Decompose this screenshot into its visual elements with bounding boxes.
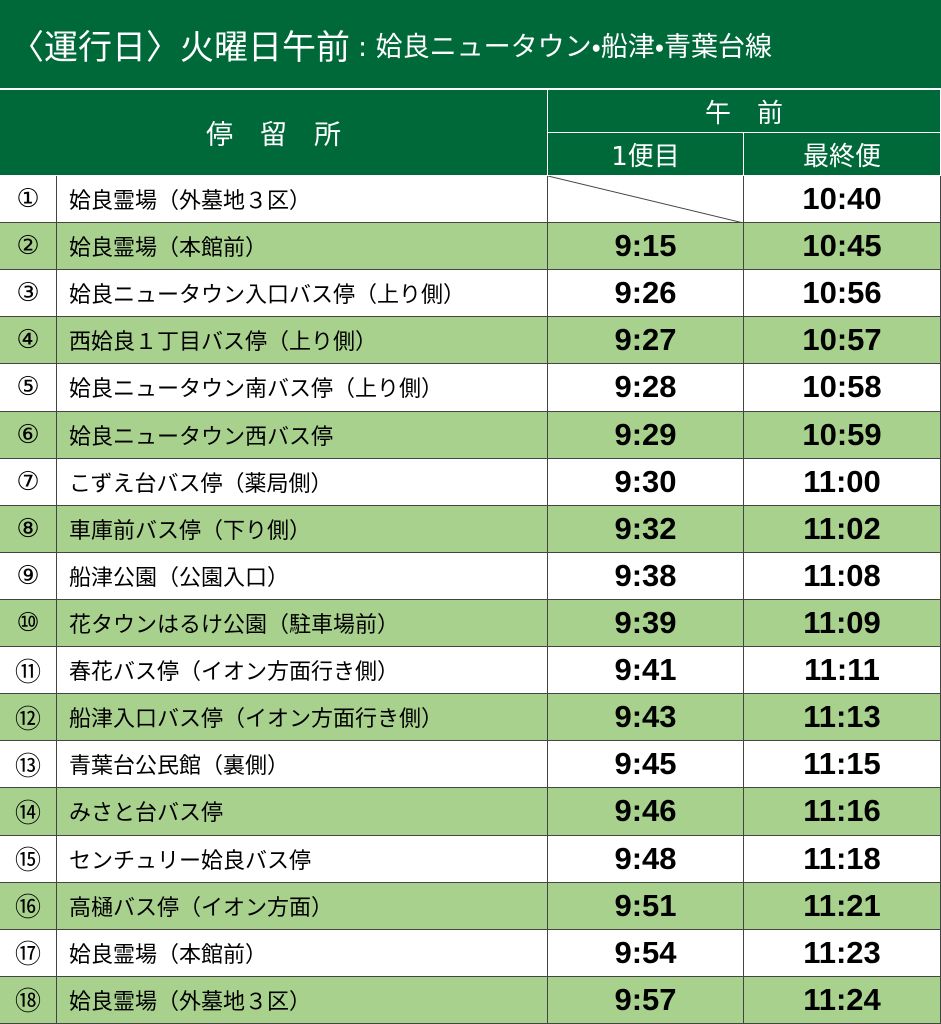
last-time: 11:21	[744, 882, 941, 930]
last-time: 10:45	[744, 223, 941, 271]
last-time: 10:57	[744, 317, 941, 365]
first-time: 9:32	[548, 505, 744, 553]
last-time: 11:18	[744, 835, 941, 883]
stop-name: 姶良ニュータウン入口バス停（上り側）	[57, 270, 548, 318]
stop-number: ④	[0, 317, 57, 365]
first-time: 9:15	[548, 223, 744, 271]
stop-number: ⑨	[0, 552, 57, 600]
last-time: 10:59	[744, 411, 941, 459]
stop-header: 停 留 所	[0, 90, 548, 176]
subtitle: : 姶良ニュータウン・船津・青葉台線	[358, 31, 773, 63]
stop-number: ②	[0, 223, 57, 271]
stop-number: ⑯	[0, 882, 57, 930]
stop-number: ⑫	[0, 694, 57, 742]
last-time: 11:02	[744, 505, 941, 553]
stop-name: 姶良霊場（外墓地３区）	[57, 976, 548, 1024]
stop-number: ⑬	[0, 741, 57, 789]
title: 〈運行日〉火曜日午前	[10, 27, 350, 68]
first-time: 9:27	[548, 317, 744, 365]
first-time: 9:45	[548, 741, 744, 789]
no-service-slash	[548, 176, 744, 224]
first-header: 1便目	[548, 133, 744, 176]
first-time: 9:39	[548, 600, 744, 648]
stop-name: 船津入口バス停（イオン方面行き側）	[57, 694, 548, 742]
first-time	[548, 176, 744, 224]
stop-name: 姶良霊場（本館前）	[57, 929, 548, 977]
stop-name: 姶良ニュータウン南バス停（上り側）	[57, 364, 548, 412]
first-time: 9:48	[548, 835, 744, 883]
stop-number: ⑮	[0, 835, 57, 883]
last-time: 11:00	[744, 458, 941, 506]
last-header: 最終便	[744, 133, 941, 176]
last-time: 11:16	[744, 788, 941, 836]
first-time: 9:28	[548, 364, 744, 412]
last-time: 10:40	[744, 176, 941, 224]
first-time: 9:30	[548, 458, 744, 506]
last-time: 11:15	[744, 741, 941, 789]
first-time: 9:26	[548, 270, 744, 318]
first-time: 9:57	[548, 976, 744, 1024]
first-time: 9:46	[548, 788, 744, 836]
stop-name: 青葉台公民館（裏側）	[57, 741, 548, 789]
stop-name: 高樋バス停（イオン方面）	[57, 882, 548, 930]
first-time: 9:54	[548, 929, 744, 977]
stop-name: センチュリー姶良バス停	[57, 835, 548, 883]
stop-name: みさと台バス停	[57, 788, 548, 836]
stop-name: 姶良ニュータウン西バス停	[57, 411, 548, 459]
last-time: 11:24	[744, 976, 941, 1024]
stop-number: ⑰	[0, 929, 57, 977]
stop-name: 船津公園（公園入口）	[57, 552, 548, 600]
stop-number: ⑦	[0, 458, 57, 506]
last-time: 11:23	[744, 929, 941, 977]
stop-number: ①	[0, 176, 57, 224]
stop-name: 姶良霊場（外墓地３区）	[57, 176, 548, 224]
stop-number: ⑪	[0, 647, 57, 695]
last-time: 11:11	[744, 647, 941, 695]
first-time: 9:41	[548, 647, 744, 695]
stop-number: ⑧	[0, 505, 57, 553]
stop-name: 姶良霊場（本館前）	[57, 223, 548, 271]
last-time: 10:56	[744, 270, 941, 318]
first-time: 9:43	[548, 694, 744, 742]
last-time: 11:08	[744, 552, 941, 600]
stop-name: 西姶良１丁目バス停（上り側）	[57, 317, 548, 365]
stop-number: ⑤	[0, 364, 57, 412]
stop-number: ⑥	[0, 411, 57, 459]
title-bar: 〈運行日〉火曜日午前 : 姶良ニュータウン・船津・青葉台線	[0, 0, 941, 90]
stop-number: ⑱	[0, 976, 57, 1024]
stop-name: 春花バス停（イオン方面行き側）	[57, 647, 548, 695]
first-time: 9:51	[548, 882, 744, 930]
first-time: 9:38	[548, 552, 744, 600]
last-time: 10:58	[744, 364, 941, 412]
period-header: 午 前	[548, 90, 941, 133]
stop-number: ③	[0, 270, 57, 318]
stop-name: 花タウンはるけ公園（駐車場前）	[57, 600, 548, 648]
stop-number: ⑩	[0, 600, 57, 648]
first-time: 9:29	[548, 411, 744, 459]
stop-name: 車庫前バス停（下り側）	[57, 505, 548, 553]
stop-number: ⑭	[0, 788, 57, 836]
stop-name: こずえ台バス停（薬局側）	[57, 458, 548, 506]
last-time: 11:09	[744, 600, 941, 648]
last-time: 11:13	[744, 694, 941, 742]
